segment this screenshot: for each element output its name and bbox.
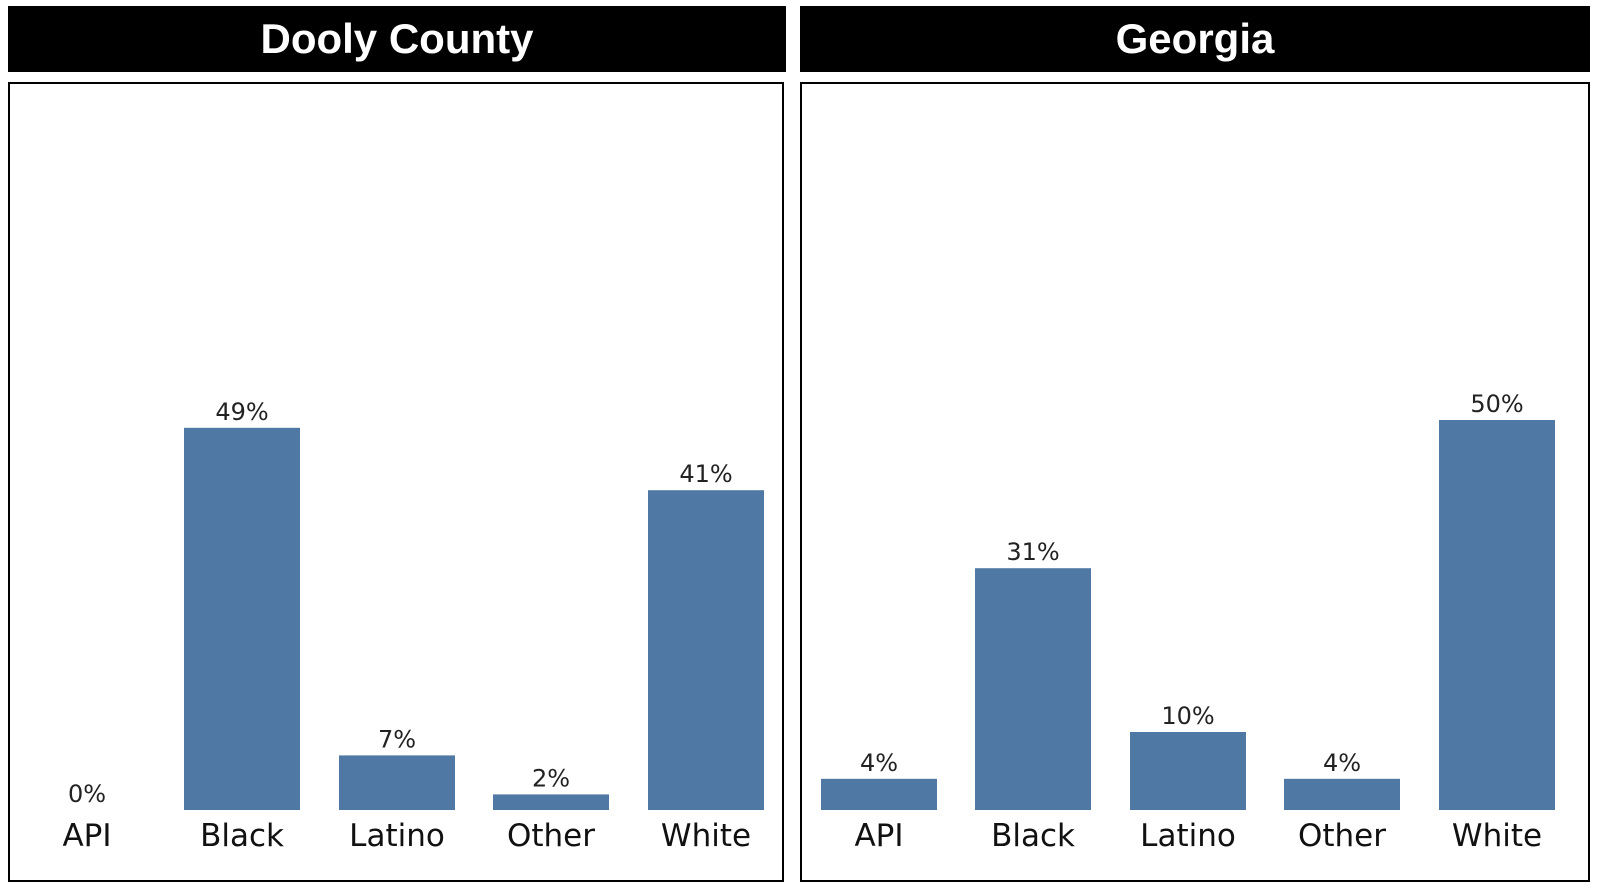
bar-dooly-latino	[339, 755, 455, 810]
data-label-georgia-api: 4%	[860, 749, 898, 777]
panel-title-georgia: Georgia	[800, 6, 1590, 72]
category-label-georgia-latino: Latino	[1140, 818, 1236, 854]
data-label-dooly-other: 2%	[532, 764, 570, 792]
bar-dooly-other	[493, 794, 609, 810]
bar-georgia-latino	[1130, 732, 1246, 810]
category-label-dooly-api: API	[62, 818, 111, 854]
bar-georgia-white	[1439, 420, 1555, 810]
category-label-georgia-white: White	[1452, 818, 1542, 854]
bar-dooly-white	[648, 490, 764, 810]
data-label-dooly-api: 0%	[68, 780, 106, 808]
data-label-georgia-black: 31%	[1006, 538, 1059, 566]
category-label-georgia-black: Black	[991, 818, 1075, 854]
data-label-dooly-black: 49%	[215, 398, 268, 426]
data-label-georgia-other: 4%	[1323, 749, 1361, 777]
panel-title-dooly: Dooly County	[8, 6, 786, 72]
category-label-georgia-other: Other	[1298, 818, 1386, 854]
data-label-dooly-latino: 7%	[378, 725, 416, 753]
category-label-dooly-other: Other	[507, 818, 595, 854]
bar-georgia-api	[821, 778, 937, 810]
data-label-georgia-latino: 10%	[1161, 702, 1214, 730]
category-label-dooly-latino: Latino	[349, 818, 445, 854]
bar-georgia-black	[975, 568, 1091, 810]
data-label-georgia-white: 50%	[1470, 390, 1523, 418]
data-label-dooly-white: 41%	[679, 460, 732, 488]
category-label-dooly-white: White	[661, 818, 751, 854]
category-label-georgia-api: API	[854, 818, 903, 854]
bar-georgia-other	[1284, 778, 1400, 810]
bar-dooly-black	[184, 427, 300, 810]
category-label-dooly-black: Black	[200, 818, 284, 854]
